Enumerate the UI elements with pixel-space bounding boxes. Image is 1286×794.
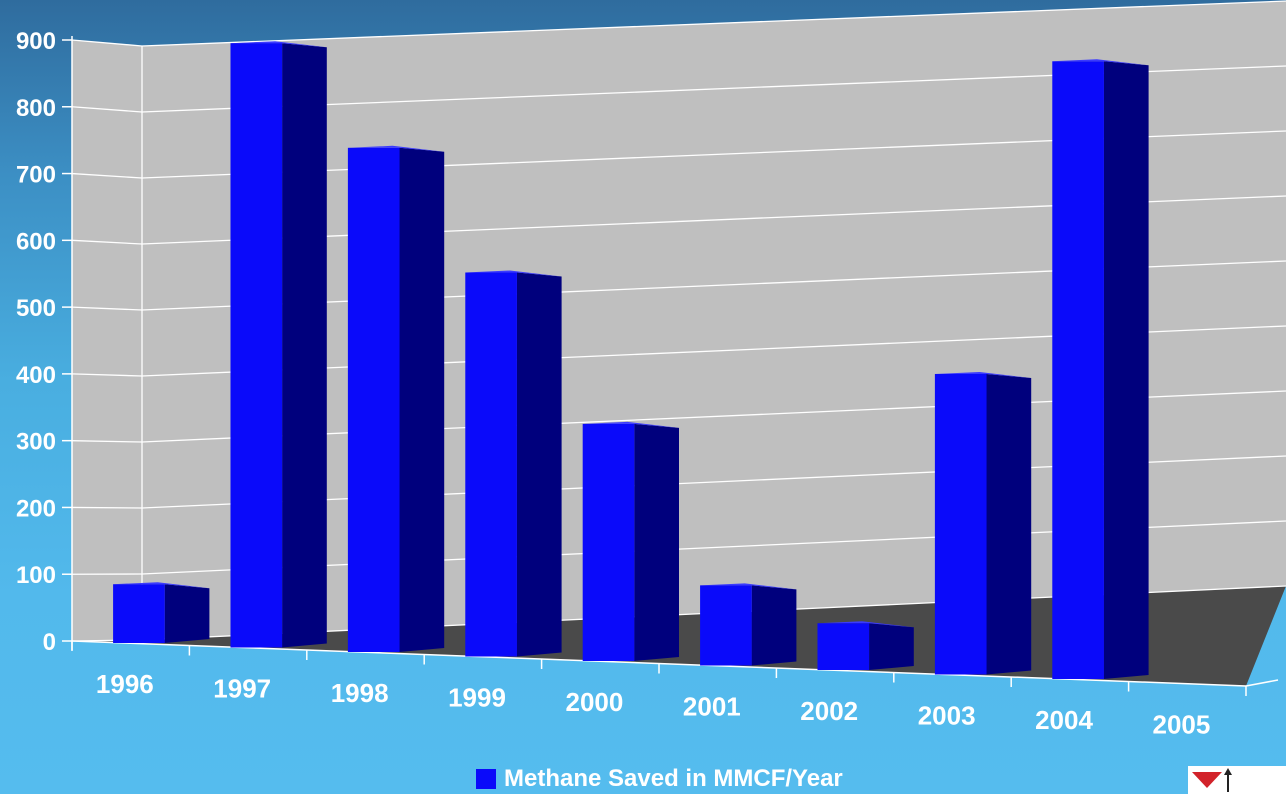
gridline xyxy=(141,0,1286,47)
bar-top xyxy=(1052,59,1149,66)
x-tick-label: 1996 xyxy=(96,669,154,699)
bar xyxy=(230,43,283,648)
bar-top xyxy=(700,583,797,590)
gridline-side xyxy=(71,373,143,377)
x-tick-label: 1999 xyxy=(448,683,506,713)
bar-side xyxy=(1103,61,1149,680)
chart-side-wall xyxy=(72,40,142,641)
y-tick-label: 100 xyxy=(16,562,56,589)
bar-side xyxy=(399,147,445,653)
gridline-side xyxy=(71,239,143,245)
bar-side xyxy=(164,584,210,643)
bar xyxy=(817,623,870,670)
bar xyxy=(934,374,987,675)
bar-side xyxy=(869,623,914,670)
bar-top xyxy=(582,421,679,428)
bar-side xyxy=(516,272,562,657)
bar xyxy=(700,585,752,666)
gridline-side xyxy=(71,172,143,179)
x-tick-label: 2005 xyxy=(1153,710,1211,740)
gridline-side xyxy=(71,440,143,443)
bar xyxy=(347,147,400,653)
bar-side xyxy=(282,43,327,648)
bar-top xyxy=(934,372,1032,378)
y-tick-label: 600 xyxy=(16,228,56,255)
x-tick-label: 2000 xyxy=(566,687,624,717)
bar xyxy=(113,584,165,643)
y-tick-label: 800 xyxy=(16,95,56,122)
bar-top xyxy=(113,582,210,589)
x-tick-label: 2002 xyxy=(800,696,858,726)
gridline-side xyxy=(71,39,143,47)
bar-side xyxy=(751,585,797,666)
bar-top xyxy=(347,145,445,152)
company-logo-icon xyxy=(1188,766,1286,794)
gridline-side xyxy=(71,106,143,113)
y-tick-label: 200 xyxy=(16,495,56,522)
x-tick-label: 2004 xyxy=(1035,705,1093,735)
y-tick-label: 400 xyxy=(16,362,56,389)
legend: Methane Saved in MMCF/Year xyxy=(476,764,843,794)
x-tick-label: 1997 xyxy=(213,674,271,704)
bar xyxy=(1052,61,1104,680)
bar xyxy=(465,272,517,657)
bar-top xyxy=(817,621,914,628)
gridline-side xyxy=(71,506,143,509)
y-tick-label: 500 xyxy=(16,295,56,322)
bar-top xyxy=(465,270,562,277)
legend-swatch xyxy=(476,769,496,789)
bar-side xyxy=(634,423,679,661)
x-tick-label: 2001 xyxy=(683,692,741,722)
x-tick-label: 1998 xyxy=(331,678,389,708)
bar xyxy=(582,423,635,661)
bar-side xyxy=(986,374,1032,675)
y-tick-label: 700 xyxy=(16,162,56,189)
bar-top xyxy=(230,41,327,48)
x-axis-end xyxy=(1245,679,1279,687)
gridline-side xyxy=(71,306,143,311)
y-tick-label: 900 xyxy=(16,28,56,55)
y-tick-label: 0 xyxy=(43,629,56,656)
legend-label: Methane Saved in MMCF/Year xyxy=(504,765,843,792)
y-tick-label: 300 xyxy=(16,429,56,456)
x-tick-label: 2003 xyxy=(918,701,976,731)
